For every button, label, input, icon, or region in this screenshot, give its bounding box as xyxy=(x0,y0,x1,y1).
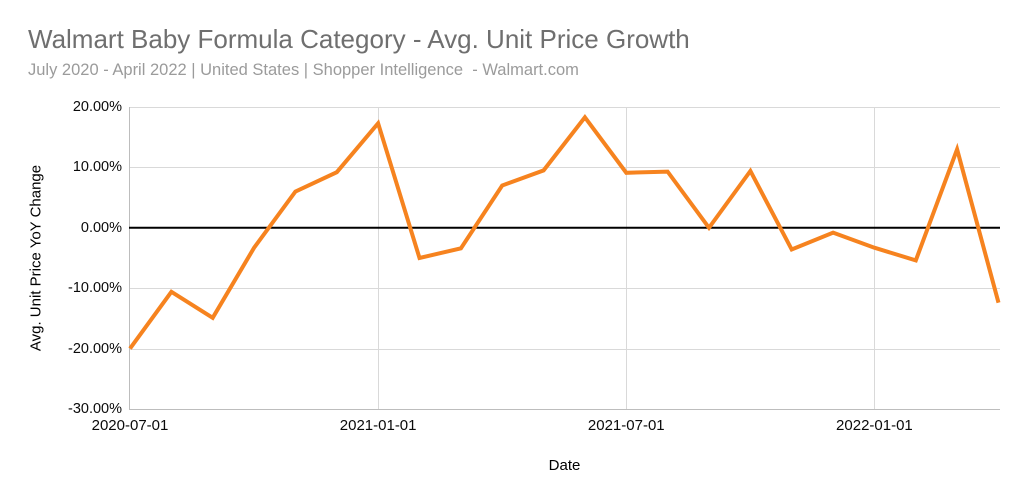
y-tick-label: -10.00% xyxy=(67,280,122,297)
y-tick-label: -30.00% xyxy=(67,401,122,417)
x-axis-title: Date xyxy=(548,457,581,474)
y-axis-title: Avg. Unit Price YoY Change xyxy=(27,164,45,352)
x-tick-label: 2022-01-01 xyxy=(836,417,913,434)
chart-subtitle: July 2020 - April 2022 | United States |… xyxy=(28,61,579,79)
price-growth-line xyxy=(128,113,1001,350)
x-tick-label: 2021-07-01 xyxy=(587,417,665,434)
y-tick-label: 20.00% xyxy=(72,99,122,115)
x-tick-label: 2021-01-01 xyxy=(339,417,417,434)
chart-title: Walmart Baby Formula Category - Avg. Uni… xyxy=(28,24,690,54)
y-tick-label: 0.00% xyxy=(80,219,122,236)
y-tick-label: -20.00% xyxy=(67,340,122,357)
y-tick-label: 10.00% xyxy=(72,159,122,176)
x-tick-label: 2020-07-01 xyxy=(91,417,169,434)
